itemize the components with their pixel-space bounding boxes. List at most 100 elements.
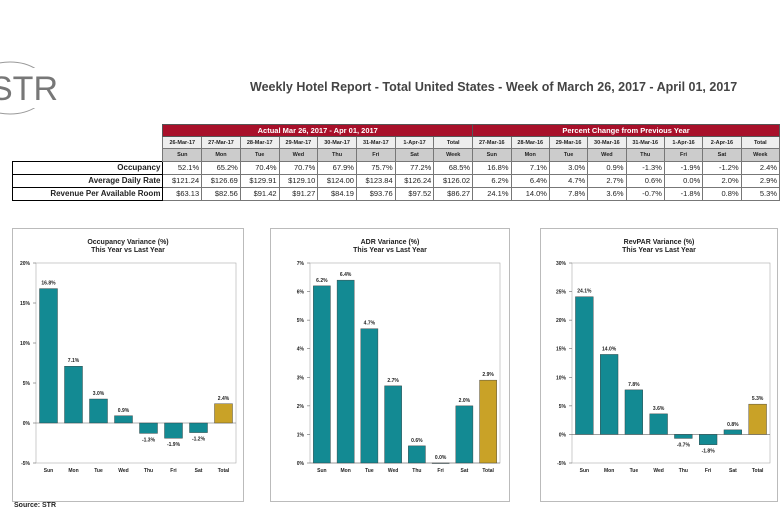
chart-title: RevPAR Variance (%) (623, 239, 695, 246)
data-label: 6.2% (316, 278, 328, 284)
bar-tue (89, 398, 108, 424)
change-date-header: 27-Mar-16 (472, 136, 512, 149)
x-tick-label: Wed (118, 468, 128, 474)
change-day-header: Sun (472, 148, 512, 162)
x-tick-label: Tue (94, 468, 103, 474)
x-tick-label: Sun (580, 468, 589, 474)
table-row: Revenue Per Available Room $63.13 $82.56 $9… (11, 186, 780, 201)
data-label: -0.7% (677, 442, 691, 448)
change-day-header: Sat (702, 148, 742, 162)
chart-subtitle: This Year vs Last Year (622, 247, 696, 254)
plot-area (571, 262, 771, 464)
y-tick-label: 25% (556, 290, 567, 296)
x-tick-label: Sun (317, 468, 326, 474)
bar-tue (360, 328, 379, 464)
bar-mon (600, 354, 619, 435)
change-date-header: 28-Mar-16 (510, 136, 550, 149)
x-tick-label: Tue (365, 468, 374, 474)
actual-date-header: 29-Mar-17 (278, 136, 319, 149)
bar-sun (313, 285, 331, 464)
summary-table: Actual Mar 26, 2017 - Apr 01, 2017 Percen… (11, 124, 780, 201)
change-value-cell: -1.8% (663, 186, 704, 201)
y-tick-label: 0% (559, 432, 567, 438)
y-tick-label: 2% (297, 404, 305, 410)
change-value-cell: -0.7% (625, 186, 665, 201)
x-tick-label: Total (752, 468, 764, 474)
data-label: -1.8% (702, 449, 716, 455)
x-tick-label: Sat (729, 468, 737, 474)
svg-text:STR: STR (0, 70, 58, 108)
actual-date-header: 30-Mar-17 (317, 136, 357, 149)
y-tick-label: 5% (559, 404, 567, 410)
bar-wed (649, 413, 668, 435)
bar-tue (624, 389, 643, 435)
bar-thu (139, 422, 158, 434)
bar-sun (575, 296, 594, 435)
bar-sat (189, 422, 208, 433)
chart-subtitle: This Year vs Last Year (353, 247, 427, 254)
x-tick-label: Thu (679, 468, 688, 474)
bar-total (214, 403, 233, 424)
data-label: 5.3% (752, 396, 764, 402)
str-logo: STR (0, 58, 60, 123)
actual-date-header: 31-Mar-17 (355, 136, 396, 149)
data-label: 0.8% (727, 422, 739, 428)
y-tick-label: 5% (23, 381, 31, 387)
y-tick-label: 15% (20, 301, 31, 307)
bar-sat (455, 405, 474, 464)
y-tick-label: 4% (297, 347, 305, 353)
y-tick-label: -5% (557, 461, 566, 467)
chart-title: ADR Variance (%) (360, 239, 420, 246)
y-tick-label: 20% (20, 261, 31, 267)
change-date-header: Total (740, 136, 780, 149)
chart-title: Occupancy Variance (%) (87, 239, 169, 246)
data-label: 7.1% (68, 358, 80, 364)
occupancy-chart-panel: Occupancy Variance (%) This Year vs Last … (12, 228, 244, 502)
bar-sat (723, 429, 742, 435)
data-label: 2.7% (387, 378, 399, 384)
bar-wed (384, 385, 402, 464)
report-title: Weekly Hotel Report - Total United State… (250, 80, 738, 94)
change-date-header: 1-Apr-16 (663, 136, 704, 149)
change-date-header: 2-Apr-16 (702, 136, 742, 149)
actual-day-header: Sun (162, 148, 203, 162)
x-tick-label: Fri (170, 468, 177, 474)
data-label: 0.0% (435, 455, 447, 461)
bar-total (479, 379, 497, 464)
row-label: Revenue Per Available Room (11, 186, 164, 201)
bar-thu (674, 434, 693, 439)
bar-total (748, 403, 767, 435)
data-label: 0.6% (411, 438, 423, 444)
data-label: 4.7% (364, 321, 376, 327)
y-tick-label: 0% (297, 461, 305, 467)
y-tick-label: -5% (21, 461, 30, 467)
actual-value-cell: $97.52 (394, 186, 435, 201)
table-row: Average Daily Rate $121.24 $126.69 $129.91 $… (11, 173, 780, 188)
x-tick-label: Mon (340, 468, 350, 474)
actual-value-cell: $93.76 (355, 186, 396, 201)
x-tick-label: Mon (68, 468, 78, 474)
y-tick-label: 0% (23, 421, 31, 427)
change-day-header: Week (740, 148, 780, 162)
actual-date-header: 26-Mar-17 (162, 136, 203, 149)
chart-subtitle: This Year vs Last Year (91, 247, 165, 254)
data-label: 14.0% (602, 346, 617, 352)
x-tick-label: Tue (630, 468, 639, 474)
change-value-cell: 0.8% (702, 186, 742, 201)
x-tick-label: Sat (195, 468, 203, 474)
x-tick-label: Sun (44, 468, 53, 474)
bar-fri (164, 422, 183, 439)
y-tick-label: 10% (556, 375, 567, 381)
data-label: 3.6% (653, 406, 665, 412)
data-label: 0.9% (118, 408, 130, 414)
actual-date-header: 1-Apr-17 (394, 136, 435, 149)
x-tick-label: Wed (653, 468, 663, 474)
bar-wed (114, 415, 133, 424)
x-tick-label: Fri (705, 468, 712, 474)
y-tick-label: 5% (297, 318, 305, 324)
x-tick-label: Total (482, 468, 494, 474)
data-label: 24.1% (577, 289, 592, 295)
data-label: 3.0% (93, 391, 105, 397)
x-tick-label: Fri (437, 468, 444, 474)
x-tick-label: Thu (144, 468, 153, 474)
